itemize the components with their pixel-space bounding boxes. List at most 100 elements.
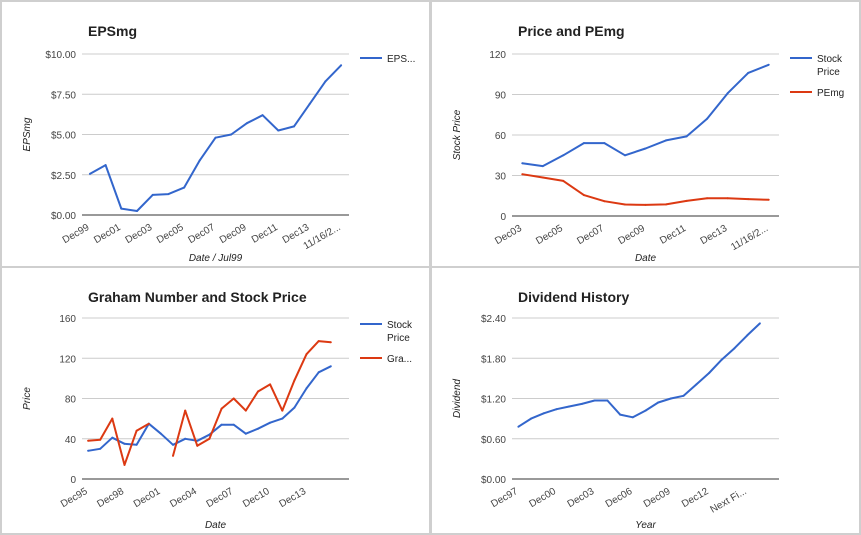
data-point [530, 417, 533, 420]
y-tick-label: 0 [500, 212, 506, 223]
x-tick-label: Dec99 [61, 222, 92, 246]
data-point [685, 135, 688, 138]
x-tick-label: Dec09 [642, 486, 673, 510]
y-tick-label: $0.60 [481, 435, 506, 446]
x-tick-label: Dec07 [186, 222, 217, 246]
data-point [708, 372, 711, 374]
y-tick-label: $2.40 [481, 314, 506, 325]
chart-title: Dividend History [518, 289, 629, 305]
graham-number-chart: Graham Number and Stock Price 0 40 80 120 160… [22, 289, 413, 531]
x-tick-label: Dec95 [59, 486, 90, 510]
chart-title: EPSmg [88, 23, 137, 39]
x-tick-label: Dec03 [493, 223, 524, 247]
data-point [208, 437, 211, 440]
data-point [317, 340, 320, 343]
chart-title: Price and PEmg [518, 23, 625, 39]
x-tick-label: 11/16/2... [729, 223, 770, 253]
data-point [593, 399, 596, 402]
x-tick-label: Dec03 [124, 222, 155, 246]
data-point [99, 447, 102, 450]
x-tick-label: Next Fi... [709, 486, 749, 516]
data-point [758, 322, 761, 325]
y-tick-label: 60 [495, 131, 507, 142]
data-point [580, 402, 583, 405]
data-point [324, 80, 327, 83]
y-tick-label: 40 [65, 435, 77, 446]
y-tick-label: 120 [489, 50, 506, 61]
data-point [562, 179, 565, 182]
data-point [747, 198, 750, 201]
data-point [198, 159, 201, 162]
data-point [619, 413, 622, 416]
data-point [706, 117, 709, 120]
data-point [293, 379, 296, 382]
data-point [220, 423, 223, 426]
data-point [257, 390, 259, 393]
data-point [517, 425, 520, 428]
data-point [123, 442, 126, 445]
data-point [245, 122, 248, 125]
data-point [123, 463, 126, 466]
x-axis-title: Year [635, 520, 656, 531]
x-tick-label: Dec07 [575, 223, 606, 247]
data-point [308, 102, 311, 105]
y-tick-label: 0 [70, 475, 76, 486]
data-point [244, 432, 247, 435]
y-tick-label: $1.20 [481, 395, 506, 406]
x-tick-label: Dec13 [277, 486, 308, 510]
data-point [111, 436, 114, 439]
data-point [340, 64, 343, 67]
y-tick-label: 80 [65, 395, 77, 406]
y-tick-label: $0.00 [481, 475, 506, 486]
panel-dividend-history: Dividend History $0.00 $0.60 $1.20 $1.80 $2.4… [432, 268, 859, 533]
data-point [329, 341, 332, 344]
data-point [669, 397, 672, 400]
x-tick-label: Dec09 [218, 222, 249, 246]
data-point [767, 198, 770, 201]
y-tick-label: $2.50 [51, 171, 76, 182]
y-axis-title: Dividend [452, 379, 463, 418]
data-point [706, 197, 709, 200]
data-point [541, 165, 544, 168]
y-axis-title: EPSmg [22, 117, 33, 151]
data-point [159, 432, 162, 435]
y-tick-label: 120 [59, 354, 76, 365]
data-point [317, 371, 320, 374]
data-point [183, 186, 186, 189]
panel-price-pemg: Price and PEmg 0 30 60 90 120 Dec03 Dec05 Dec07 D… [432, 2, 859, 266]
data-point [631, 416, 634, 419]
data-point [624, 154, 626, 157]
data-point [88, 172, 91, 175]
data-point [269, 383, 272, 386]
data-point [293, 406, 296, 409]
data-point [151, 193, 154, 196]
x-tick-label: Dec01 [132, 486, 163, 510]
data-point [747, 71, 750, 74]
legend-label: Price [387, 333, 410, 344]
panel-graham-number: Graham Number and Stock Price 0 40 80 120 160… [2, 268, 429, 533]
series-line-1 [522, 173, 769, 206]
data-point [104, 164, 107, 167]
data-point [120, 207, 123, 210]
y-axis-title: Price [22, 387, 33, 410]
series-line-0 [522, 63, 770, 168]
data-point [305, 387, 308, 390]
data-point [196, 444, 199, 447]
data-point [184, 409, 187, 412]
legend-label: Stock [387, 320, 413, 331]
x-tick-label: Dec13 [699, 223, 730, 247]
x-tick-label: Dec04 [168, 486, 199, 510]
x-tick-label: Dec10 [241, 486, 272, 510]
y-tick-label: 90 [495, 91, 507, 102]
x-tick-label: Dec03 [566, 486, 597, 510]
legend-label: PEmg [817, 88, 844, 99]
data-point [111, 417, 114, 420]
panel-epsmg: EPSmg $0.00 $2.50 $5.00 $7.50 $10.00 Dec99 Dec0… [2, 2, 429, 266]
x-tick-label: Dec01 [92, 222, 123, 246]
data-point [147, 422, 150, 425]
x-tick-label: Dec98 [95, 486, 126, 510]
data-point [657, 401, 660, 404]
data-point [87, 449, 90, 452]
data-point [685, 199, 688, 202]
